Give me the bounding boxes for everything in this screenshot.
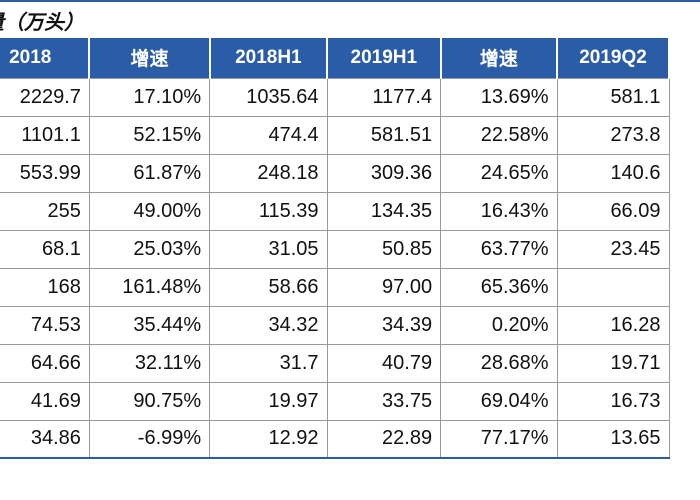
table-cell: 16.43% <box>440 191 558 231</box>
table-cell: 309.36 <box>326 153 442 193</box>
table-cell: 23.45 <box>556 229 670 269</box>
table-cell: 34.86 <box>0 419 90 459</box>
table-row: 553.99 61.87% 248.18 309.36 24.65% 140.6 <box>0 153 670 193</box>
table-cell: 1035.64 <box>209 77 328 117</box>
table-cell: 34.39 <box>326 305 442 345</box>
table-cell: 2229.7 <box>0 77 90 117</box>
table-cell: 1177.4 <box>326 77 442 117</box>
table-cell: 0.20% <box>440 305 558 345</box>
table-cell: 32.11% <box>88 343 211 383</box>
table-cell: 248.18 <box>209 153 328 193</box>
table-cell: 33.75 <box>326 381 442 421</box>
table-cell: 41.69 <box>0 381 90 421</box>
table-cell: 68.1 <box>0 229 90 269</box>
table-cell: 35.44% <box>88 305 211 345</box>
column-header-2018h1: 2018H1 <box>208 38 329 78</box>
table-cell: 40.79 <box>326 343 442 383</box>
table-title: 量（万头） <box>0 10 84 34</box>
table-cell: -6.99% <box>88 419 211 459</box>
table-cell: 61.87% <box>88 153 211 193</box>
table-cell: 22.58% <box>440 115 558 155</box>
table-cell: 581.1 <box>556 77 670 117</box>
table-row: 1101.1 52.15% 474.4 581.51 22.58% 273.8 <box>0 115 670 155</box>
table-cell: 1101.1 <box>0 115 90 155</box>
table-cell: 134.35 <box>326 191 442 231</box>
table-row: 64.66 32.11% 31.7 40.79 28.68% 19.71 <box>0 343 670 383</box>
table-cell: 65.36% <box>440 267 558 307</box>
table-row: 34.86 -6.99% 12.92 22.89 77.17% 13.65 <box>0 419 670 459</box>
table-cell: 50.85 <box>326 229 442 269</box>
column-header-2018: 2018 <box>0 38 91 78</box>
table-cell: 140.6 <box>556 153 670 193</box>
table-cell: 77.17% <box>440 419 558 459</box>
table-cell: 13.65 <box>556 419 670 459</box>
table-row: 168 161.48% 58.66 97.00 65.36% <box>0 267 670 307</box>
table-cell: 19.71 <box>556 343 670 383</box>
table-cell: 273.8 <box>556 115 670 155</box>
table-row: 255 49.00% 115.39 134.35 16.43% 66.09 <box>0 191 670 231</box>
table-row: 41.69 90.75% 19.97 33.75 69.04% 16.73 <box>0 381 670 421</box>
table-title-bar: 量（万头） <box>0 0 700 38</box>
table-cell: 115.39 <box>209 191 328 231</box>
table-cell: 69.04% <box>440 381 558 421</box>
column-header-growth-h1: 增速 <box>439 38 559 78</box>
table-cell: 31.7 <box>209 343 328 383</box>
table-cell: 581.51 <box>326 115 442 155</box>
table-cell: 63.77% <box>440 229 558 269</box>
table-cell: 13.69% <box>440 77 558 117</box>
table-row: 68.1 25.03% 31.05 50.85 63.77% 23.45 <box>0 229 670 269</box>
table-cell: 58.66 <box>209 267 328 307</box>
column-header-2019q2: 2019Q2 <box>556 38 670 78</box>
table-cell: 90.75% <box>88 381 211 421</box>
table-cell: 17.10% <box>88 77 211 117</box>
table-cell: 12.92 <box>209 419 328 459</box>
table-cell: 16.28 <box>556 305 670 345</box>
table-cell: 19.97 <box>209 381 328 421</box>
table-cell: 553.99 <box>0 153 90 193</box>
table-cell <box>556 267 670 307</box>
table-row: 74.53 35.44% 34.32 34.39 0.20% 16.28 <box>0 305 670 345</box>
table-cell: 25.03% <box>88 229 211 269</box>
table-cell: 24.65% <box>440 153 558 193</box>
table-cell: 66.09 <box>556 191 670 231</box>
table-cell: 474.4 <box>209 115 328 155</box>
table-cell: 168 <box>0 267 90 307</box>
table-cell: 49.00% <box>88 191 211 231</box>
table-cell: 28.68% <box>440 343 558 383</box>
table-cell: 16.73 <box>556 381 670 421</box>
table-cell: 31.05 <box>209 229 328 269</box>
table-cell: 52.15% <box>88 115 211 155</box>
table-cell: 34.32 <box>209 305 328 345</box>
column-header-2019h1: 2019H1 <box>326 38 442 78</box>
table-cell: 161.48% <box>88 267 211 307</box>
table-cell: 22.89 <box>326 419 442 459</box>
header-row: 2018 增速 2018H1 2019H1 增速 2019Q2 <box>0 38 670 78</box>
table-cell: 64.66 <box>0 343 90 383</box>
table-cell: 74.53 <box>0 305 90 345</box>
table-row: 2229.7 17.10% 1035.64 1177.4 13.69% 581.… <box>0 77 670 117</box>
table-cell: 97.00 <box>326 267 442 307</box>
table-cell: 255 <box>0 191 90 231</box>
data-table: 2018 增速 2018H1 2019H1 增速 2019Q2 2229.7 1… <box>0 38 670 459</box>
column-header-growth-2018: 增速 <box>88 38 211 78</box>
